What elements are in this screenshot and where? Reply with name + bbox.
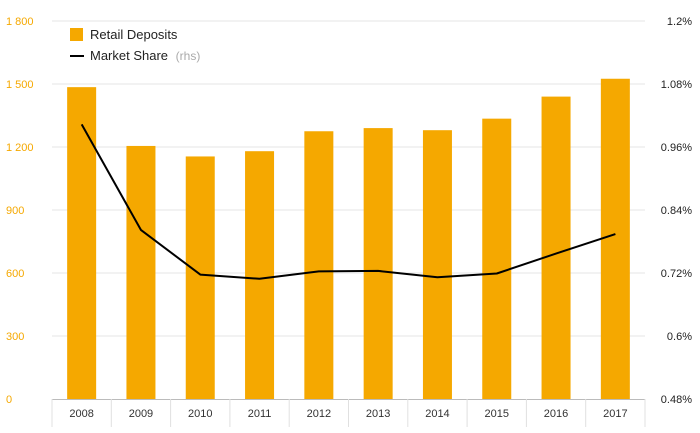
axes: 2008 2009 2010 2011 2012 2013 2014 2015 2016 2017… [6,16,692,427]
legend-label-retail-deposits: Retail Deposits [90,27,178,42]
y-right-tick-label: 0.48% [661,394,692,406]
legend-label-market-share-name: Market Share [90,48,168,63]
y-left-tick-label: 600 [6,268,24,280]
x-tick-label: 2016 [544,408,568,420]
bar-2013 [363,128,393,399]
legend: Retail Deposits Market Share (rhs) [70,27,200,63]
bar-2008 [67,87,97,400]
y-left-tick-label: 1 800 [6,16,34,28]
x-tick-label: 2011 [248,408,272,420]
market-share-line [80,123,616,280]
y-right-tick-label: 1.08% [661,79,692,91]
legend-swatch-retail-deposits [70,28,83,41]
bar-2015 [482,118,512,400]
x-tick-label: 2009 [129,408,153,420]
bar-2014 [422,130,452,399]
bar-2009 [126,145,156,399]
y-left-tick-label: 1 500 [6,79,34,91]
y-right-tick-label: 0.6% [667,331,692,343]
y-right-tick-label: 0.72% [661,268,692,280]
y-left-tick-label: 0 [6,394,12,406]
x-tick-label: 2017 [603,408,627,420]
x-tick-label: 2013 [366,408,390,420]
y-right-tick-label: 1.2% [667,16,692,28]
y-left-tick-label: 1 200 [6,142,34,154]
legend-label-market-share-suffix: (rhs) [176,49,201,63]
bar-2012 [304,131,334,399]
bar-2011 [245,151,275,399]
bar-series-retail-deposits [67,78,630,400]
bar-2017 [600,78,630,399]
bar-2010 [185,156,215,399]
x-tick-label: 2014 [425,408,449,420]
y-left-tick-label: 300 [6,331,24,343]
x-tick-label: 2012 [307,408,331,420]
x-tick-label: 2010 [188,408,212,420]
x-tick-label: 2015 [485,408,509,420]
legend-label-market-share: Market Share (rhs) [90,48,200,63]
x-tick-label: 2008 [69,408,93,420]
y-left-tick-label: 900 [6,205,24,217]
y-right-tick-label: 0.96% [661,142,692,154]
y-right-tick-label: 0.84% [661,205,692,217]
line-series-market-share [80,123,616,280]
bar-2016 [541,96,571,399]
